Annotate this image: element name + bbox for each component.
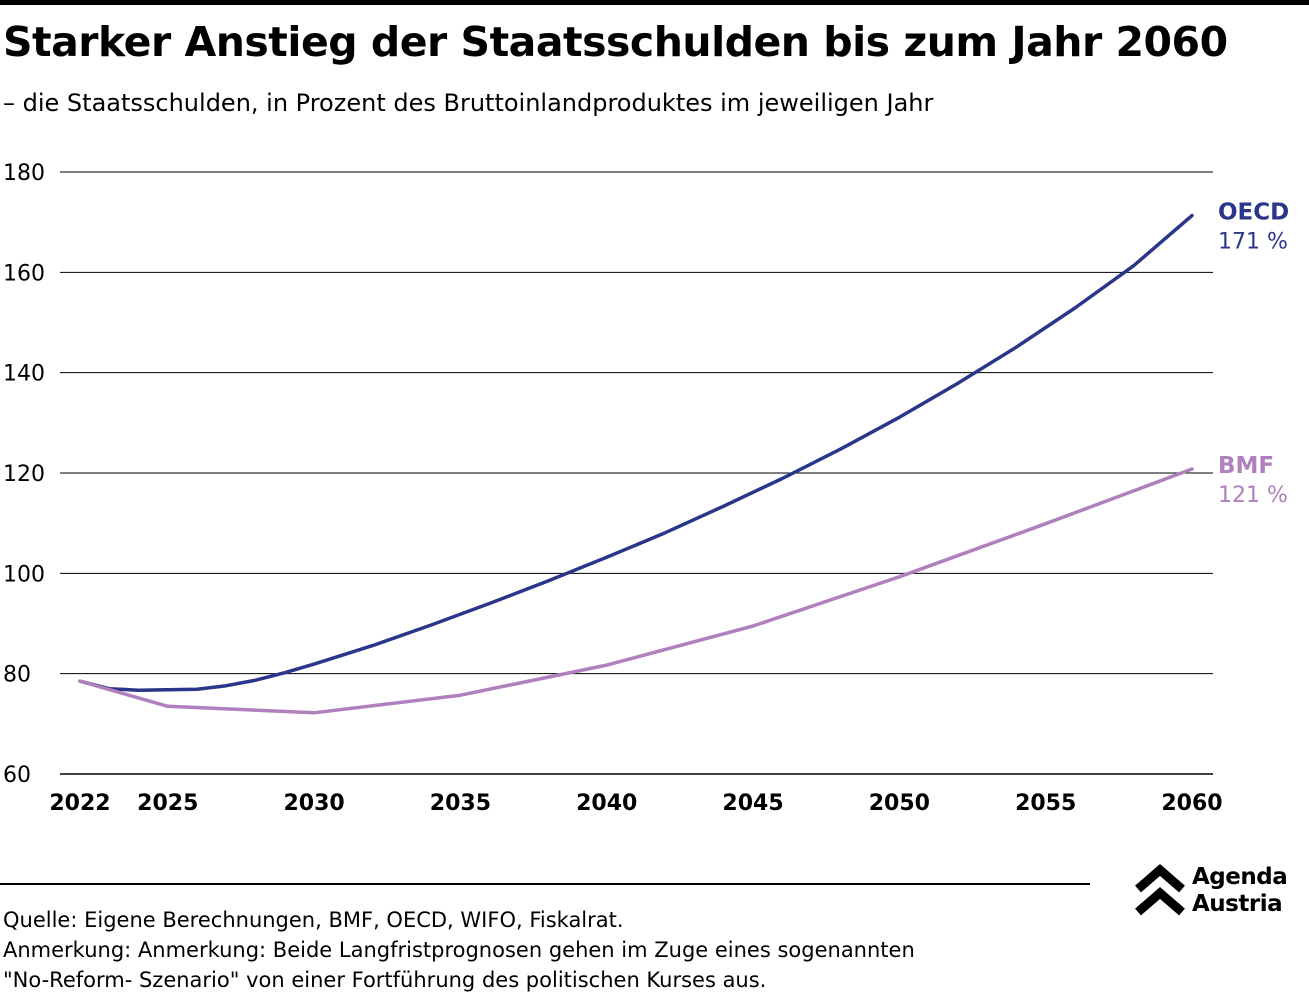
series-end-labels: OECD 171 % BMF 121 % (1218, 200, 1289, 508)
y-tick-label-140: 140 (3, 362, 45, 387)
x-tick-label-2022: 2022 (49, 791, 110, 816)
logo-line-2: Austria (1192, 891, 1283, 917)
series-line-bmf (78, 467, 1194, 715)
y-axis-tick-labels: 60 80 100 120 140 160 180 (3, 161, 45, 788)
series-value-label-oecd: 171 % (1218, 230, 1288, 255)
y-tick-label-180: 180 (3, 161, 45, 186)
footer-rule (0, 883, 1090, 885)
remark-note-line-2: "No-Reform- Szenario" von einer Fortführ… (3, 968, 767, 992)
x-tick-label-2050: 2050 (869, 791, 930, 816)
remark-note-line-1: Anmerkung: Anmerkung: Beide Langfristpro… (3, 938, 915, 962)
y-tick-label-80: 80 (3, 663, 31, 688)
series-lines (78, 213, 1194, 715)
y-tick-label-60: 60 (3, 763, 31, 788)
x-tick-label-2025: 2025 (137, 791, 198, 816)
x-axis-tick-labels: 2022 2025 2030 2035 2040 2045 2050 2055 2060 (49, 791, 1222, 816)
footer-notes: Quelle: Eigene Berechnungen, BMF, OECD, … (3, 905, 915, 995)
series-line-oecd (78, 213, 1194, 692)
x-tick-label-2045: 2045 (722, 791, 783, 816)
x-tick-label-2060: 2060 (1161, 791, 1222, 816)
y-tick-label-120: 120 (3, 462, 45, 487)
source-note: Quelle: Eigene Berechnungen, BMF, OECD, … (3, 908, 624, 932)
series-value-label-bmf: 121 % (1218, 483, 1288, 508)
x-tick-label-2040: 2040 (576, 791, 637, 816)
chart-title: Starker Anstieg der Staatsschulden bis z… (3, 18, 1228, 66)
series-name-label-oecd: OECD (1218, 200, 1289, 226)
x-tick-label-2035: 2035 (430, 791, 491, 816)
agenda-austria-logo: Agenda Austria (1134, 860, 1309, 920)
grid-lines (60, 171, 1213, 775)
x-tick-label-2030: 2030 (283, 791, 344, 816)
double-chevron-up-icon (1135, 864, 1185, 916)
chart-subtitle: – die Staatsschulden, in Prozent des Bru… (3, 89, 934, 117)
series-name-label-bmf: BMF (1218, 453, 1274, 479)
top-rule (0, 0, 1309, 5)
y-tick-label-100: 100 (3, 562, 45, 587)
line-chart: 60 80 100 120 140 160 180 2022 2025 2030 2035 2040… (3, 161, 1289, 816)
logo-line-1: Agenda (1192, 864, 1288, 890)
y-tick-label-160: 160 (3, 261, 45, 286)
x-tick-label-2055: 2055 (1015, 791, 1076, 816)
